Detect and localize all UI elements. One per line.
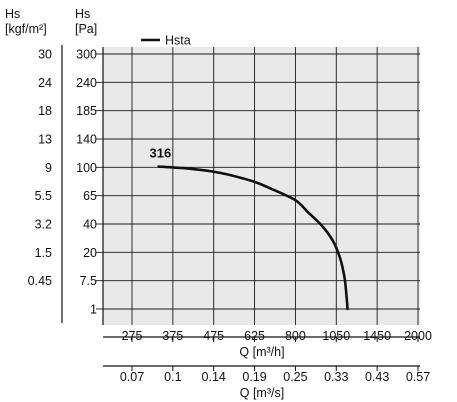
pa-tick-label: 240: [76, 76, 97, 90]
axis-labels: Hs[kgf/m²]Hs[Pa]300302402418518140131009…: [5, 7, 432, 400]
kgf-tick-label: 5.5: [35, 189, 52, 203]
x-m3s-tick-label: 0.14: [202, 370, 226, 384]
pa-tick-label: 300: [76, 48, 97, 62]
pa-tick-label: 20: [83, 246, 97, 260]
curve-label: 316: [150, 146, 172, 161]
x-m3s-tick-label: 0.07: [120, 370, 144, 384]
kgf-tick-label: 30: [38, 48, 52, 62]
kgf-tick-label: 24: [38, 76, 52, 90]
kgf-tick-label: 18: [38, 104, 52, 118]
pa-tick-label: 7.5: [80, 274, 97, 288]
x-m3s-tick-label: 0.57: [406, 370, 430, 384]
axes: [61, 45, 420, 371]
pa-tick-label: 100: [76, 161, 97, 175]
kgf-axis-unit: [kgf/m²]: [5, 22, 47, 36]
x-m3h-tick-label: 1450: [363, 329, 391, 343]
legend-label: Hsta: [165, 34, 191, 48]
pa-tick-label: 40: [83, 218, 97, 232]
series-line-hsta: [157, 165, 349, 311]
series-layer: 316: [150, 146, 349, 311]
x-m3s-tick-label: 0.1: [164, 370, 181, 384]
x-m3h-tick-label: 275: [122, 329, 143, 343]
pa-axis-symbol: Hs: [75, 7, 90, 21]
x-m3h-tick-label: 800: [285, 329, 306, 343]
pa-axis-unit: [Pa]: [75, 22, 97, 36]
kgf-tick-label: 0.45: [28, 274, 52, 288]
pa-tick-label: 65: [83, 189, 97, 203]
x-m3h-tick-label: 375: [162, 329, 183, 343]
kgf-axis-symbol: Hs: [5, 7, 20, 21]
x-m3s-tick-label: 0.43: [365, 370, 389, 384]
x-m3h-tick-label: 1050: [322, 329, 350, 343]
kgf-tick-label: 9: [45, 161, 52, 175]
x-m3h-axis-title: Q [m³/h]: [239, 345, 284, 359]
plot-background: [103, 47, 420, 325]
plot-area: [103, 47, 420, 325]
grid-lines: [103, 47, 420, 325]
x-m3h-tick-label: 625: [244, 329, 265, 343]
legend: Hsta: [141, 34, 191, 48]
x-m3s-tick-label: 0.33: [324, 370, 348, 384]
kgf-tick-label: 1.5: [35, 246, 52, 260]
x-m3h-tick-label: 475: [203, 329, 224, 343]
x-m3h-tick-label: 2000: [404, 329, 432, 343]
kgf-tick-label: 3.2: [35, 218, 52, 232]
kgf-tick-label: 13: [38, 133, 52, 147]
pa-tick-label: 185: [76, 104, 97, 118]
x-m3s-tick-label: 0.25: [283, 370, 307, 384]
x-m3s-axis-title: Q [m³/s]: [240, 386, 284, 400]
pa-tick-label: 1: [90, 303, 97, 317]
x-m3s-tick-label: 0.19: [242, 370, 266, 384]
pa-tick-label: 140: [76, 133, 97, 147]
